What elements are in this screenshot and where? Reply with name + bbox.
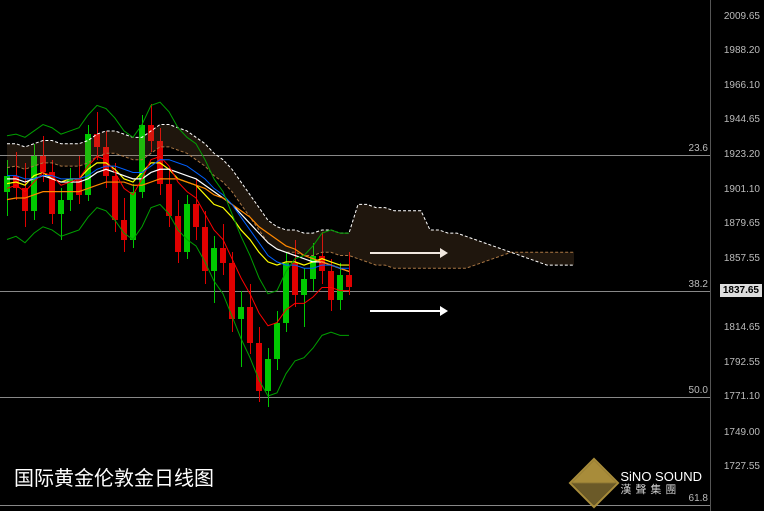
chart-title: 国际黄金伦敦金日线图 [14,462,214,491]
y-tick: 1792.55 [724,357,760,368]
candle [211,0,217,511]
candle [40,0,46,511]
candle [337,0,343,511]
y-tick: 1944.65 [724,114,760,125]
candle [76,0,82,511]
candle [31,0,37,511]
brand-logo: SiNO SOUND 漢聲集團 [576,465,702,501]
fib-label: 38.2 [689,279,708,290]
y-tick: 1901.10 [724,184,760,195]
fib-label: 23.6 [689,143,708,154]
candle [202,0,208,511]
candle [292,0,298,511]
candle [85,0,91,511]
y-tick: 2009.65 [724,11,760,22]
y-tick: 1749.00 [724,427,760,438]
y-tick: 1966.10 [724,80,760,91]
y-tick: 1923.20 [724,149,760,160]
candle [121,0,127,511]
candle [310,0,316,511]
candle [130,0,136,511]
y-tick: 1988.20 [724,45,760,56]
candle [49,0,55,511]
candle [13,0,19,511]
candle [67,0,73,511]
candle [274,0,280,511]
candle [256,0,262,511]
plot-area[interactable] [0,0,710,511]
y-tick: 1727.55 [724,461,760,472]
candle [319,0,325,511]
candle [139,0,145,511]
y-tick: 1771.10 [724,391,760,402]
candle [166,0,172,511]
candle [157,0,163,511]
candle [58,0,64,511]
y-tick: 1814.65 [724,322,760,333]
logo-text-cn: 漢聲集團 [620,484,702,497]
y-axis: 2009.65 1988.20 1966.10 1944.65 1923.20 1901.… [710,0,764,511]
candle [94,0,100,511]
candle [4,0,10,511]
candle [22,0,28,511]
candle [103,0,109,511]
candle [247,0,253,511]
candle [301,0,307,511]
candle [346,0,352,511]
candle [220,0,226,511]
candle [229,0,235,511]
candle [328,0,334,511]
current-price-tag: 1837.65 [720,284,762,297]
candle [238,0,244,511]
candle [283,0,289,511]
y-tick: 1857.55 [724,253,760,264]
candle [193,0,199,511]
candle [148,0,154,511]
candle [265,0,271,511]
candle [112,0,118,511]
candle [175,0,181,511]
annotation-arrow [370,252,440,254]
logo-diamond-icon [569,458,620,509]
y-tick: 1879.65 [724,218,760,229]
candlestick-chart: 2009.65 1988.20 1966.10 1944.65 1923.20 1901.… [0,0,764,511]
candle [184,0,190,511]
annotation-arrow [370,310,440,312]
fib-label: 50.0 [689,385,708,396]
logo-text-en: SiNO SOUND [620,469,702,485]
